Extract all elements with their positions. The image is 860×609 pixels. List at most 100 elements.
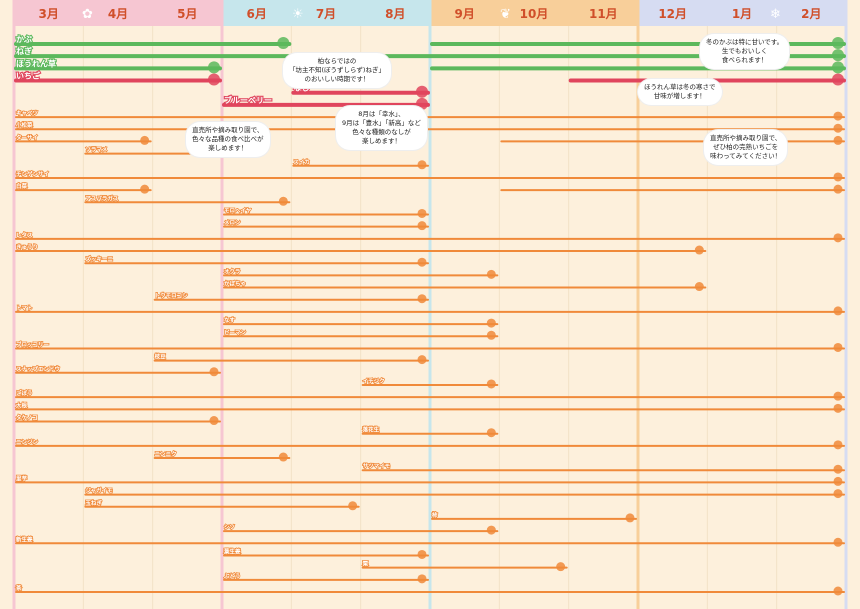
series-label-24: ピーマン [224, 328, 247, 336]
series-label-41: 新生姜 [16, 535, 33, 543]
month-label-8: 11月 [589, 7, 618, 21]
produce-icon-28-0 [486, 379, 496, 389]
produce-icon-8-0 [140, 135, 150, 145]
bubble-strawberry: 直売所や摘み取り園で、 ぜひ柏の完熟いちごを 味わってみてください！ [704, 130, 788, 165]
produce-icon-3-0 [208, 73, 220, 86]
produce-icon-0-1 [832, 37, 844, 49]
produce-icon-17-0 [694, 245, 704, 255]
series-label-31: タケノコ [16, 414, 38, 422]
produce-icon-26-0 [417, 355, 427, 365]
series-label-19: オクラ [224, 267, 240, 275]
produce-icon-2-1 [832, 61, 844, 74]
month-label-9: 12月 [658, 7, 687, 21]
series-label-0: かぶ [16, 35, 32, 44]
produce-icon-34-0 [278, 452, 288, 462]
produce-icon-43-0 [556, 562, 566, 572]
produce-icon-3-1 [832, 73, 844, 86]
produce-icon-7-0 [833, 123, 843, 133]
series-label-33: ニンジン [16, 439, 39, 446]
month-label-7: 10月 [520, 7, 549, 21]
series-label-45: 茶 [15, 584, 22, 592]
produce-icon-33-0 [833, 440, 843, 450]
series-label-40: シソ [224, 524, 235, 531]
series-label-25: ブロッコリー [16, 340, 50, 348]
series-label-7: 小松菜 [16, 121, 33, 129]
month-label-1: 4月 [108, 7, 128, 21]
month-label-4: 7月 [316, 7, 336, 21]
produce-icon-38-0 [348, 501, 358, 511]
series-label-36: 里芋 [16, 474, 28, 482]
produce-icon-23-0 [486, 318, 496, 328]
season-band-3 [638, 0, 846, 26]
season-icon-3: ❄ [770, 7, 781, 22]
bubble-pear: 8月は「幸水」、 9月は「豊水」「新高」など 色々な種類のなしが 楽しめます！ [336, 106, 427, 150]
produce-icon-24-0 [486, 330, 496, 340]
series-label-11: チンゲンサイ [16, 170, 49, 178]
series-label-9: ソラマメ [85, 147, 107, 154]
series-label-5: ブルーベリー [224, 95, 272, 105]
produce-icon-2-0 [208, 61, 220, 74]
season-band-2 [430, 0, 638, 26]
produce-icon-10-0 [417, 160, 427, 170]
season-icon-1: ☀ [292, 7, 304, 22]
series-label-29: ごぼう [16, 389, 33, 397]
produce-icon-18-0 [417, 257, 427, 267]
month-label-2: 5月 [177, 7, 197, 21]
month-label-0: 3月 [38, 7, 58, 21]
series-label-4: なし [293, 84, 309, 93]
series-label-16: レタス [16, 231, 33, 239]
series-label-1: ねぎ [16, 46, 32, 56]
month-label-6: 9月 [454, 7, 474, 21]
produce-icon-20-0 [694, 282, 704, 292]
produce-icon-36-0 [833, 476, 843, 486]
series-label-42: 葉生姜 [223, 547, 241, 555]
produce-icon-0-0 [277, 37, 290, 49]
produce-icon-44-0 [417, 574, 427, 584]
series-label-13: アスパラガス [85, 194, 119, 202]
season-band-0 [14, 0, 222, 26]
series-label-10: スイカ [293, 159, 310, 166]
produce-icon-37-0 [833, 489, 843, 499]
series-label-20: かぼちゃ [224, 280, 246, 288]
season-icon-2: ❦ [500, 7, 511, 22]
series-label-23: なす [224, 316, 236, 324]
series-label-30: 大根 [16, 401, 28, 409]
series-label-6: キャベツ [16, 110, 39, 117]
series-label-22: トマト [16, 305, 33, 312]
produce-icon-30-0 [833, 403, 843, 413]
produce-icon-42-0 [417, 549, 427, 559]
bubble-blueberry: 直売所や摘み取り園で、 色々な品種の食べ比べが 楽しめます！ [186, 122, 270, 157]
series-label-43: 栗 [363, 560, 369, 568]
series-label-35: サツマイモ [363, 463, 391, 470]
series-label-32: 落花生 [363, 426, 380, 434]
series-label-8: ターサイ [16, 133, 38, 141]
produce-icon-19-0 [486, 269, 496, 279]
produce-icon-41-0 [833, 537, 843, 547]
produce-icon-29-0 [833, 391, 843, 401]
series-label-18: ズッキーニ [85, 255, 113, 263]
series-label-39: 柿 [432, 511, 438, 519]
produce-icon-6-0 [833, 111, 843, 121]
produce-icon-35-0 [833, 464, 843, 474]
produce-icon-11-0 [833, 172, 843, 182]
series-label-21: トウモロコシ [155, 292, 189, 300]
series-label-27: スナップエンドウ [16, 365, 60, 373]
series-label-12: 白菜 [16, 182, 28, 190]
produce-icon-1-0 [832, 49, 844, 62]
series-label-44: ぶどう [223, 572, 241, 580]
month-label-5: 8月 [385, 7, 405, 21]
produce-icon-13-0 [278, 196, 288, 206]
bubble-spinach: ほうれん草は冬の寒さで 甘味が増します！ [638, 79, 722, 105]
produce-icon-16-0 [833, 233, 843, 243]
produce-icon-15-0 [417, 221, 427, 231]
produce-icon-8-1 [833, 135, 843, 145]
season-icon-0: ✿ [82, 7, 93, 22]
produce-icon-27-0 [209, 367, 219, 377]
month-label-11: 2月 [801, 7, 821, 21]
month-label-3: 6月 [246, 7, 266, 21]
produce-icon-22-0 [833, 306, 843, 316]
produce-icon-14-0 [417, 208, 427, 218]
series-label-3: いちご [16, 71, 40, 81]
series-label-38: 玉ねぎ [85, 499, 102, 507]
produce-icon-45-0 [833, 586, 843, 596]
